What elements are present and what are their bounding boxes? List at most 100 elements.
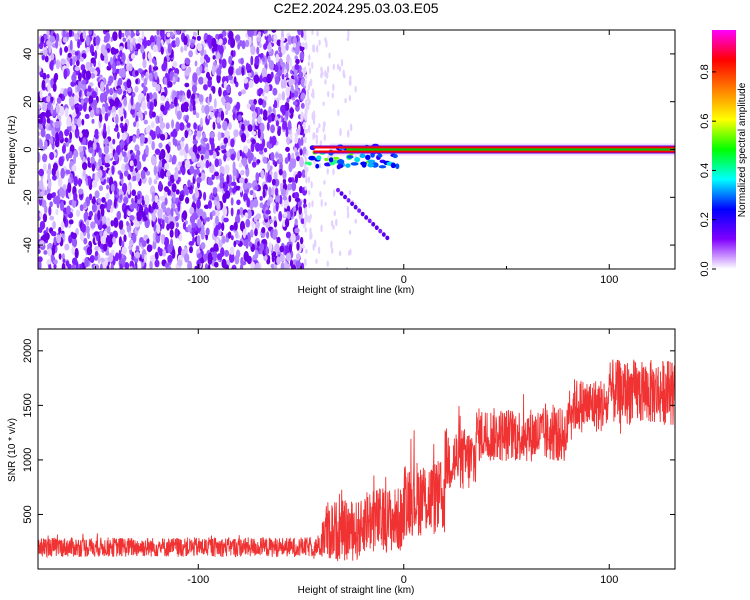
spectrogram-noise-blob	[323, 133, 326, 142]
spectrogram-noise-blob	[254, 249, 259, 259]
spectrogram-noise-blob	[174, 138, 178, 147]
spur-blob	[364, 215, 369, 220]
spectrogram-noise-blob	[86, 35, 90, 47]
spectrogram-noise-blob	[207, 264, 211, 269]
spectrogram-noise-blob	[211, 37, 217, 48]
signal-onset-blob	[350, 162, 359, 166]
spectrogram-noise-blob	[64, 46, 69, 53]
spectrogram-noise-blob	[46, 95, 51, 103]
spectrogram-noise-blob	[213, 171, 219, 177]
spectrogram-noise-blob	[280, 38, 284, 49]
spectrogram-noise-blob	[304, 137, 307, 142]
spectrogram-noise-blob	[105, 192, 110, 200]
spectrogram-noise-blob	[230, 138, 235, 148]
spectrogram-noise-blob	[295, 58, 300, 65]
spectrogram-noise-blob	[189, 165, 195, 175]
spectrogram-noise-blob	[144, 110, 148, 116]
spectrogram-noise-blob	[354, 85, 357, 93]
spectrogram-noise-blob	[254, 228, 258, 237]
spectrogram-noise-blob	[118, 30, 122, 40]
signal-onset-blob	[315, 163, 320, 169]
spectrogram-noise-blob	[289, 259, 294, 267]
signal-onset-blob	[304, 161, 311, 165]
spectrogram-noise-blob	[128, 239, 134, 247]
spectrogram-noise-blob	[241, 123, 245, 132]
spectrogram-noise-blob	[88, 95, 94, 104]
spectrogram-noise-blob	[262, 156, 268, 164]
spectrogram-noise-blob	[79, 56, 84, 62]
spectrogram-noise-blob	[246, 255, 252, 265]
spectrogram-noise-blob	[206, 217, 210, 222]
spectrogram-noise-blob	[142, 59, 147, 69]
spectrogram-noise-blob	[109, 56, 114, 66]
spectrogram-noise-blob	[231, 181, 237, 187]
spectrogram-noise-blob	[175, 121, 180, 132]
spectrogram-noise-blob	[317, 246, 321, 255]
spectrogram-noise-blob	[160, 104, 165, 112]
colorbar-tick-label: 0.4	[699, 163, 711, 178]
spectrogram-noise-blob	[52, 109, 56, 118]
spectrogram-noise-blob	[77, 177, 82, 187]
spectrogram-noise-blob	[78, 188, 84, 195]
spectrogram-noise-blob	[285, 73, 289, 78]
spectrogram-noise-blob	[315, 137, 319, 145]
spectrogram-noise-blob	[98, 113, 103, 123]
spectrogram-noise-blob	[129, 214, 135, 221]
spectrogram-noise-blob	[165, 144, 170, 151]
spectrogram-noise-blob	[91, 90, 97, 99]
signal-onset-blob	[392, 154, 398, 159]
spectrogram-noise-blob	[285, 252, 292, 262]
spectrogram-noise-blob	[240, 133, 247, 143]
spectrogram-noise-blob	[318, 123, 321, 129]
spectrogram-noise-blob	[180, 103, 186, 113]
spectrogram-noise-blob	[106, 48, 110, 53]
spectrogram-noise-blob	[262, 57, 266, 62]
spectrogram-noise-blob	[251, 161, 257, 168]
spectrogram-noise-blob	[323, 121, 326, 128]
spectrogram-noise-blob	[119, 172, 124, 180]
spectrogram-noise-blob	[152, 44, 158, 53]
spectrogram-noise-blob	[230, 197, 234, 206]
spectrogram-noise-blob	[54, 40, 59, 49]
spectrogram-noise-blob	[49, 35, 56, 43]
spectrogram-noise-blob	[300, 78, 305, 86]
spectrogram-noise-blob	[143, 86, 148, 93]
spectrogram-noise-blob	[316, 30, 319, 37]
spectrogram-noise-blob	[135, 43, 142, 50]
spectrogram-noise-blob	[86, 246, 93, 256]
spectrogram-noise-blob	[179, 122, 185, 131]
spectrogram-noise-blob	[140, 169, 146, 180]
spectrogram-noise-blob	[262, 188, 266, 199]
spectrogram-noise-blob	[152, 201, 157, 210]
spectrogram-noise-blob	[227, 231, 232, 239]
spectrogram-noise-blob	[106, 224, 111, 234]
spectrogram-noise-blob	[258, 42, 262, 49]
spectrogram-noise-blob	[121, 84, 125, 92]
spectrogram-noise-blob	[272, 205, 277, 214]
spectrogram-noise-blob	[257, 128, 261, 139]
spectrogram-noise-blob	[45, 226, 49, 233]
spectrogram-noise-blob	[216, 116, 221, 124]
spectrogram-noise-blob	[224, 164, 230, 175]
spectrogram-noise-blob	[226, 259, 231, 266]
spectrogram-noise-blob	[280, 262, 285, 269]
spectrogram-noise-blob	[246, 139, 252, 144]
spectrogram-noise-blob	[308, 67, 312, 75]
spectrogram-noise-blob	[196, 176, 202, 184]
spectrogram-noise-blob	[140, 44, 145, 54]
spectrogram-noise-blob	[331, 92, 334, 99]
spectrogram-noise-blob	[174, 215, 179, 222]
spectrogram-noise-blob	[89, 147, 93, 154]
spectrogram-noise-blob	[261, 67, 268, 78]
spectrogram-noise-blob	[278, 211, 283, 222]
spectrogram-noise-blob	[205, 227, 210, 236]
spectrogram-noise-blob	[175, 222, 179, 228]
spectrogram-noise-blob	[282, 195, 288, 201]
spectrogram-noise-blob	[287, 120, 292, 131]
spectrogram-noise-blob	[318, 162, 322, 169]
spectrogram-noise-blob	[332, 63, 336, 70]
spectrogram-noise-blob	[192, 72, 198, 83]
spectrogram-noise-blob	[294, 191, 300, 199]
spectrogram-noise-blob	[123, 144, 128, 152]
